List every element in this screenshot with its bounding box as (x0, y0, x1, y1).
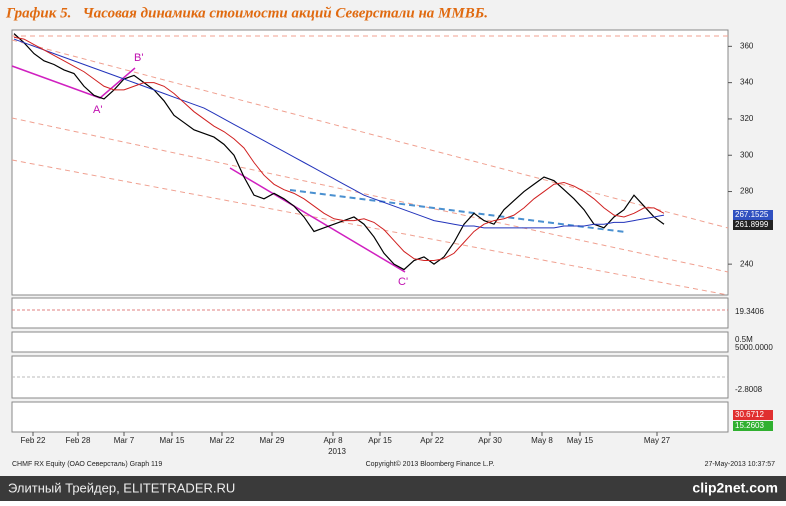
last-value: 267.1525 (735, 210, 769, 219)
x-tick-label: Mar 22 (210, 436, 235, 445)
annotation: B' (134, 52, 143, 64)
y-tick-label: 320 (740, 114, 754, 123)
footer-bar (0, 476, 786, 501)
panel-label: 19.3406 (735, 307, 764, 316)
channel-line (11, 159, 729, 296)
y-tick-label: 340 (740, 78, 754, 87)
trend-channels (11, 35, 729, 296)
footer-center: Copyright© 2013 Bloomberg Finance L.P. (366, 460, 495, 468)
main-panel (11, 29, 729, 296)
footer-left: CHMF RX Equity (ОАО Северсталь) Graph 11… (12, 461, 162, 468)
x-tick-label: May 8 (531, 436, 553, 445)
series-line (13, 36, 665, 262)
last-value-box (733, 210, 773, 220)
panel-label: -2.8008 (735, 385, 763, 394)
annotation: C' (398, 276, 408, 288)
site-name: Элитный Трейдер, ELITETRADER.RU (8, 480, 235, 495)
panel-label: 5000.0000 (735, 343, 773, 352)
x-tick-label: Apr 8 (323, 436, 343, 445)
panel-label: 30.6712 (735, 410, 764, 419)
y-tick-label: 240 (740, 259, 754, 268)
x-tick-label: Mar 29 (260, 436, 285, 445)
panel-label: 15.2603 (735, 421, 764, 430)
year-label: 2013 (328, 447, 346, 456)
last-value-box (733, 220, 773, 230)
y-tick-label: 300 (740, 150, 754, 159)
y-tick-label: 360 (740, 41, 754, 50)
x-tick-label: Feb 28 (66, 436, 91, 445)
footer-right: 27-May-2013 10:37:57 (705, 461, 776, 468)
panel-1 (11, 297, 729, 329)
panel-2 (11, 331, 729, 353)
x-tick-label: Apr 15 (368, 436, 392, 445)
x-tick-label: Apr 22 (420, 436, 444, 445)
x-tick-label: Apr 30 (478, 436, 502, 445)
watermark: clip2net.com (692, 480, 778, 496)
chart-title: График 5. Часовая динамика стоимости акц… (5, 5, 488, 21)
channel-line (11, 39, 729, 229)
panel-label-box (733, 410, 773, 420)
wave-line (229, 167, 406, 273)
y-tick-label: 280 (740, 187, 754, 196)
annotation: A' (93, 104, 102, 116)
x-tick-label: May 27 (644, 436, 671, 445)
x-tick-label: Mar 15 (160, 436, 185, 445)
last-value: 261.8999 (735, 220, 769, 229)
panel-label: 0.5M (735, 335, 753, 344)
panel-label-box (733, 421, 773, 431)
x-tick-label: Feb 22 (21, 436, 46, 445)
series-line (13, 38, 665, 229)
neckline (289, 189, 626, 233)
series-line (13, 33, 665, 271)
x-tick-label: Mar 7 (114, 436, 135, 445)
panel-4 (11, 401, 729, 433)
x-tick-label: May 15 (567, 436, 594, 445)
